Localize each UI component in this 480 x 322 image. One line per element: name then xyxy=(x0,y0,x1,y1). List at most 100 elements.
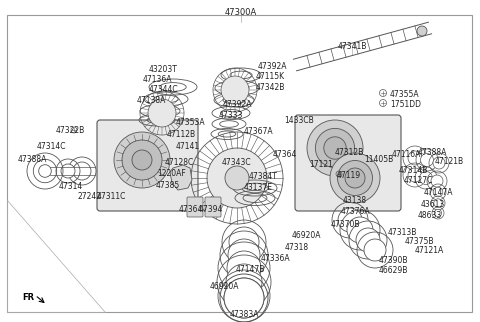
Circle shape xyxy=(61,164,75,178)
Text: 47136A: 47136A xyxy=(142,75,172,84)
Text: 47344C: 47344C xyxy=(148,85,178,94)
Circle shape xyxy=(207,148,267,208)
Circle shape xyxy=(229,227,259,257)
Text: 17121: 17121 xyxy=(309,160,333,169)
Text: 47314C: 47314C xyxy=(36,142,66,151)
Circle shape xyxy=(148,99,176,127)
Circle shape xyxy=(307,120,363,176)
Text: 47128C: 47128C xyxy=(164,158,193,167)
Text: 47127C: 47127C xyxy=(403,176,432,185)
Text: 47375B: 47375B xyxy=(404,237,434,246)
Circle shape xyxy=(408,151,422,165)
Circle shape xyxy=(224,278,264,318)
Circle shape xyxy=(364,239,386,261)
Text: 47333: 47333 xyxy=(219,111,243,120)
Text: 43203T: 43203T xyxy=(149,65,178,74)
Circle shape xyxy=(122,140,162,180)
Text: 47388A: 47388A xyxy=(417,148,447,157)
Circle shape xyxy=(228,239,260,271)
Circle shape xyxy=(337,160,372,195)
Text: 47385: 47385 xyxy=(156,181,180,190)
Text: 47364: 47364 xyxy=(179,205,203,214)
Text: 47138A: 47138A xyxy=(136,96,166,105)
Circle shape xyxy=(431,175,443,187)
Circle shape xyxy=(433,157,445,169)
Text: 27242: 27242 xyxy=(77,192,101,201)
Text: 47388A: 47388A xyxy=(17,155,47,164)
Text: 47311C: 47311C xyxy=(96,192,126,201)
Text: 47384T: 47384T xyxy=(249,172,277,181)
Text: 47342B: 47342B xyxy=(255,83,285,92)
Circle shape xyxy=(114,132,170,188)
Text: 48633: 48633 xyxy=(418,211,442,220)
Text: 47318: 47318 xyxy=(285,243,309,252)
Text: 47394: 47394 xyxy=(199,205,223,214)
Circle shape xyxy=(227,279,261,313)
Text: 47392A: 47392A xyxy=(257,62,287,71)
Text: 47370B: 47370B xyxy=(330,220,360,229)
Circle shape xyxy=(347,217,373,243)
Text: 47322B: 47322B xyxy=(55,126,84,135)
Text: 47116A: 47116A xyxy=(391,150,420,159)
Text: 47312B: 47312B xyxy=(335,148,364,157)
Circle shape xyxy=(408,168,422,182)
Text: 47314: 47314 xyxy=(59,182,83,191)
FancyBboxPatch shape xyxy=(187,197,203,217)
FancyBboxPatch shape xyxy=(205,197,221,217)
Text: 43613: 43613 xyxy=(421,200,445,209)
Text: 47364: 47364 xyxy=(273,150,297,159)
Circle shape xyxy=(315,128,355,167)
Text: 47341B: 47341B xyxy=(337,42,367,51)
Text: 47376A: 47376A xyxy=(340,207,370,216)
Text: 46920A: 46920A xyxy=(209,282,239,291)
Text: 47115K: 47115K xyxy=(255,72,285,81)
Text: 47141: 47141 xyxy=(176,142,200,151)
Circle shape xyxy=(225,166,249,190)
Circle shape xyxy=(434,199,442,207)
Circle shape xyxy=(132,150,152,170)
FancyArrowPatch shape xyxy=(37,297,44,302)
Text: 47367A: 47367A xyxy=(243,127,273,136)
Circle shape xyxy=(420,154,433,166)
FancyBboxPatch shape xyxy=(97,120,198,211)
Text: 47300A: 47300A xyxy=(225,8,257,17)
Circle shape xyxy=(338,208,362,232)
Circle shape xyxy=(73,162,91,180)
Text: 47147B: 47147B xyxy=(235,265,264,274)
Circle shape xyxy=(356,228,380,252)
Text: 43138: 43138 xyxy=(343,196,367,205)
Text: 47121A: 47121A xyxy=(414,246,444,255)
Text: 47355A: 47355A xyxy=(390,90,420,99)
Circle shape xyxy=(324,137,346,159)
Circle shape xyxy=(226,264,262,300)
Text: 47336A: 47336A xyxy=(260,254,290,263)
FancyBboxPatch shape xyxy=(295,115,401,211)
Text: FR: FR xyxy=(22,293,34,302)
Text: 1220AF: 1220AF xyxy=(157,169,186,178)
Text: 43137E: 43137E xyxy=(243,183,273,192)
Polygon shape xyxy=(170,165,192,190)
Text: 47147A: 47147A xyxy=(423,188,453,197)
Text: 47121B: 47121B xyxy=(434,157,464,166)
Text: 47390B: 47390B xyxy=(378,256,408,265)
Circle shape xyxy=(417,26,427,36)
Text: 47353A: 47353A xyxy=(175,118,205,127)
Circle shape xyxy=(420,172,432,185)
Circle shape xyxy=(345,168,365,188)
Circle shape xyxy=(433,187,443,197)
Text: 47392A: 47392A xyxy=(222,100,252,109)
Text: 11405B: 11405B xyxy=(364,155,394,164)
Circle shape xyxy=(330,153,380,203)
Text: 47343C: 47343C xyxy=(221,158,251,167)
Text: 46920A: 46920A xyxy=(291,231,321,240)
Text: 1433CB: 1433CB xyxy=(284,116,314,125)
Text: 47119: 47119 xyxy=(337,171,361,180)
Text: 47313B: 47313B xyxy=(387,228,417,237)
Text: 47383A: 47383A xyxy=(229,310,259,319)
Circle shape xyxy=(221,76,249,104)
Text: 46629B: 46629B xyxy=(378,266,408,275)
Text: 47112B: 47112B xyxy=(167,130,195,139)
Circle shape xyxy=(434,209,442,217)
Text: 1751DD: 1751DD xyxy=(390,100,421,109)
Circle shape xyxy=(227,251,261,285)
